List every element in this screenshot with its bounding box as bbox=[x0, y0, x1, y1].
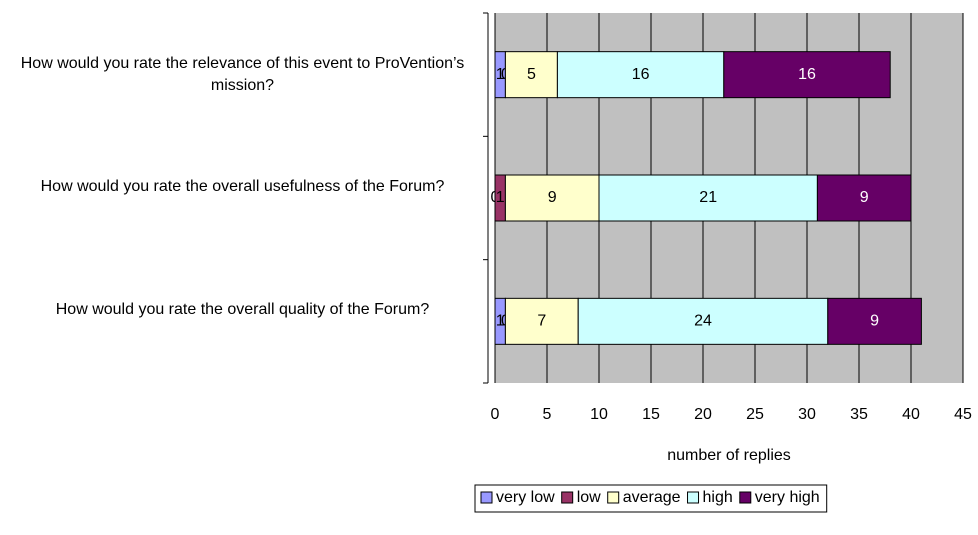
data-label: 16 bbox=[632, 66, 650, 83]
x-tick-label: 15 bbox=[642, 406, 660, 423]
data-label: 5 bbox=[527, 66, 536, 83]
data-label: 9 bbox=[870, 313, 879, 330]
x-axis-title: number of replies bbox=[667, 447, 791, 464]
data-label: 21 bbox=[699, 189, 717, 206]
bar-segment bbox=[827, 297, 922, 345]
x-tick-label: 45 bbox=[954, 406, 972, 423]
category-label: How would you rate the overall usefulnes… bbox=[40, 178, 445, 195]
bar-segment bbox=[504, 297, 579, 345]
legend-label: high bbox=[703, 489, 733, 506]
x-tick-label: 35 bbox=[850, 406, 868, 423]
legend-label: very high bbox=[755, 489, 820, 506]
data-label: 1 bbox=[496, 189, 505, 206]
legend-box bbox=[474, 484, 828, 513]
data-label: 9 bbox=[860, 189, 869, 206]
data-label: 16 bbox=[798, 66, 816, 83]
category-label: How would you rate the overall quality o… bbox=[55, 301, 430, 319]
legend-label: average bbox=[623, 489, 681, 506]
data-label: 9 bbox=[548, 189, 557, 206]
legend-swatch bbox=[687, 491, 700, 504]
data-label: 7 bbox=[537, 313, 546, 330]
bar-segment bbox=[556, 51, 725, 99]
category-label: How would you rate the relevance of this… bbox=[20, 54, 465, 94]
bar-segment bbox=[598, 174, 818, 222]
x-tick-label: 25 bbox=[746, 406, 764, 423]
bar-segment bbox=[816, 174, 912, 222]
legend-swatch bbox=[607, 491, 620, 504]
bar-segment bbox=[577, 297, 829, 345]
x-tick-label: 30 bbox=[798, 406, 816, 423]
legend-label: very low bbox=[496, 489, 555, 506]
x-tick-label: 20 bbox=[694, 406, 712, 423]
x-tick-label: 40 bbox=[902, 406, 920, 423]
x-tick-label: 0 bbox=[491, 406, 500, 423]
data-label: 24 bbox=[694, 313, 712, 330]
x-tick-label: 5 bbox=[543, 406, 552, 423]
legend-swatch bbox=[739, 491, 752, 504]
legend-swatch bbox=[561, 491, 574, 504]
data-label: 1 bbox=[496, 313, 505, 330]
bar-segment bbox=[723, 51, 891, 99]
bar-segment bbox=[504, 51, 558, 99]
legend-label: low bbox=[577, 489, 601, 506]
legend-swatch bbox=[480, 491, 493, 504]
x-tick-label: 10 bbox=[590, 406, 608, 423]
bar-segment bbox=[504, 174, 600, 222]
data-label: 1 bbox=[496, 66, 505, 83]
